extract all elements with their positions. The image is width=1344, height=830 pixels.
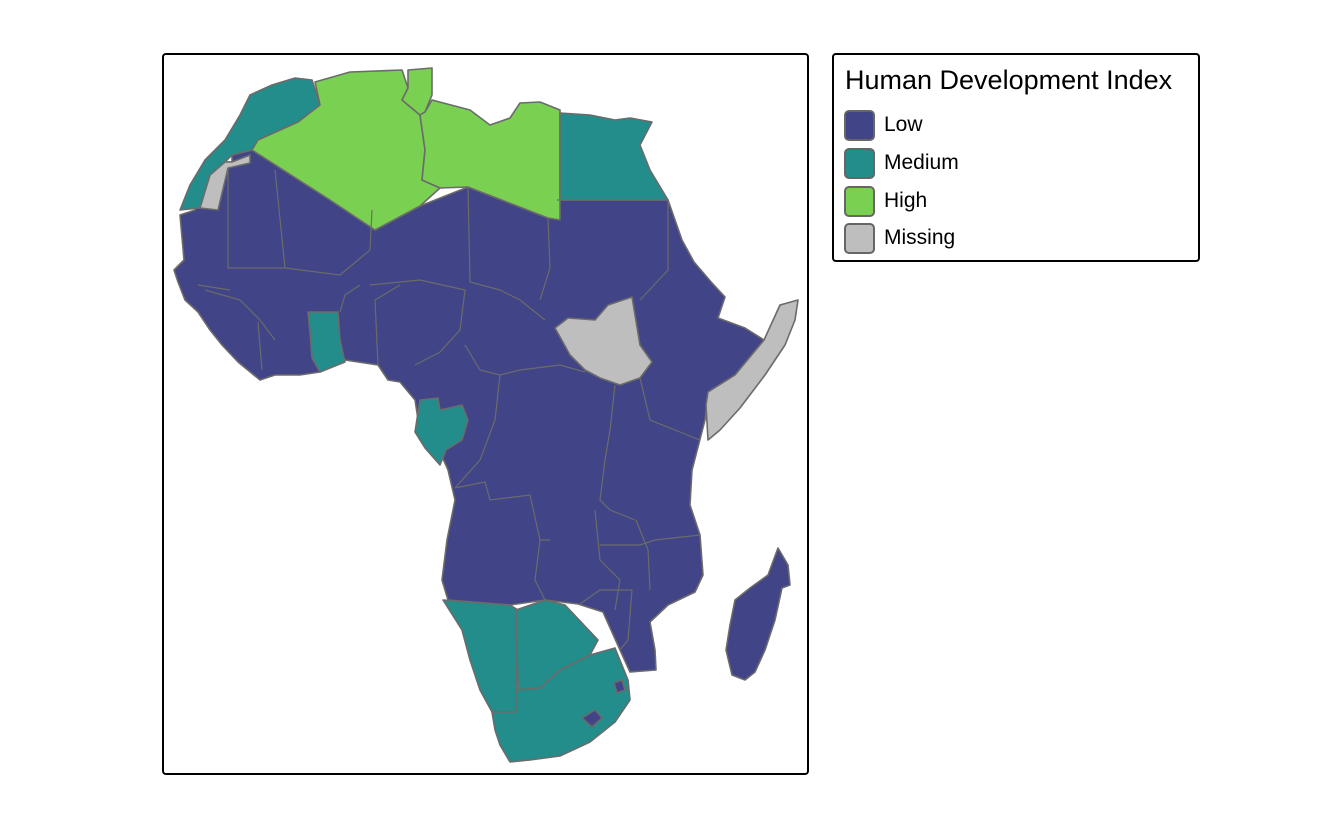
map-frame xyxy=(162,53,809,775)
country-western-sahara[interactable] xyxy=(199,154,251,211)
internal-borders xyxy=(197,168,701,651)
legend-item-low: Low xyxy=(844,109,923,141)
legend-swatch-missing xyxy=(844,222,875,254)
country-south-sudan[interactable] xyxy=(554,296,653,386)
country-egypt[interactable] xyxy=(559,112,669,201)
legend-swatch-high xyxy=(844,185,875,217)
legend-swatch-low xyxy=(844,109,875,141)
country-eswatini[interactable] xyxy=(613,679,626,694)
legend-item-medium: Medium xyxy=(844,147,959,179)
legend-label-missing: Missing xyxy=(884,226,956,249)
country-somalia[interactable] xyxy=(705,299,799,441)
country-libya[interactable] xyxy=(419,99,561,221)
africa-map xyxy=(173,67,799,763)
country-namibia[interactable] xyxy=(442,599,519,713)
legend-title: Human Development Index xyxy=(845,65,1173,95)
legend-label-high: High xyxy=(884,189,928,212)
legend-item-missing: Missing xyxy=(844,222,955,254)
legend-swatch-medium xyxy=(844,147,875,179)
country-gabon[interactable] xyxy=(414,397,469,466)
country-lesotho[interactable] xyxy=(581,709,603,728)
legend-label-low: Low xyxy=(884,113,923,136)
legend-label-medium: Medium xyxy=(884,151,959,174)
legend: Human Development Index Low Medium High … xyxy=(832,53,1200,262)
country-south-africa[interactable] xyxy=(491,647,631,763)
country-ghana[interactable] xyxy=(307,311,346,373)
legend-item-high: High xyxy=(844,185,927,217)
country-madagascar[interactable] xyxy=(725,547,791,681)
